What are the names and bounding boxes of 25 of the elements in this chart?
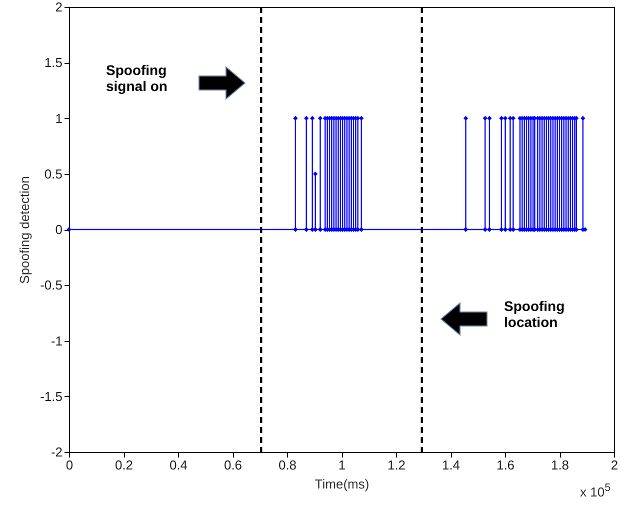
x-tick-label: 0.6	[224, 458, 242, 472]
y-tick-label: 1.5	[44, 55, 62, 70]
annotation: Spoofing signal on	[106, 62, 168, 94]
x-tick-label: 1.6	[496, 458, 515, 472]
x-tick-label: 1.4	[442, 458, 460, 472]
y-tick-label: 0.5	[44, 166, 62, 182]
x-tick-label: 0	[66, 458, 74, 472]
y-axis-title: Spoofing detection	[17, 176, 32, 284]
text: x 10$^{5}$	[580, 482, 612, 500]
x-axis-title: Time(ms)	[314, 476, 370, 492]
x-tick-label: 0.4	[169, 458, 188, 472]
x-tick-label: 1.8	[550, 458, 570, 472]
y-tick-label: 1	[55, 110, 62, 126]
x-tick-label: 0.2	[114, 458, 134, 472]
y-tick-label: 0	[55, 222, 62, 237]
x-tick-label: 0.8	[278, 458, 297, 472]
y-tick-label: -0.5	[40, 278, 62, 293]
x-tick-label: 2	[610, 458, 618, 472]
y-tick-label: -1	[50, 333, 62, 348]
x-tick-label: 1	[338, 458, 346, 472]
x-tick-label: 1.2	[387, 458, 406, 472]
annotation: Spoofing location	[504, 298, 566, 330]
y-tick-label: 2	[55, 0, 62, 14]
y-tick-label: -1.5	[40, 388, 62, 404]
y-tick-label: -2	[50, 444, 62, 460]
